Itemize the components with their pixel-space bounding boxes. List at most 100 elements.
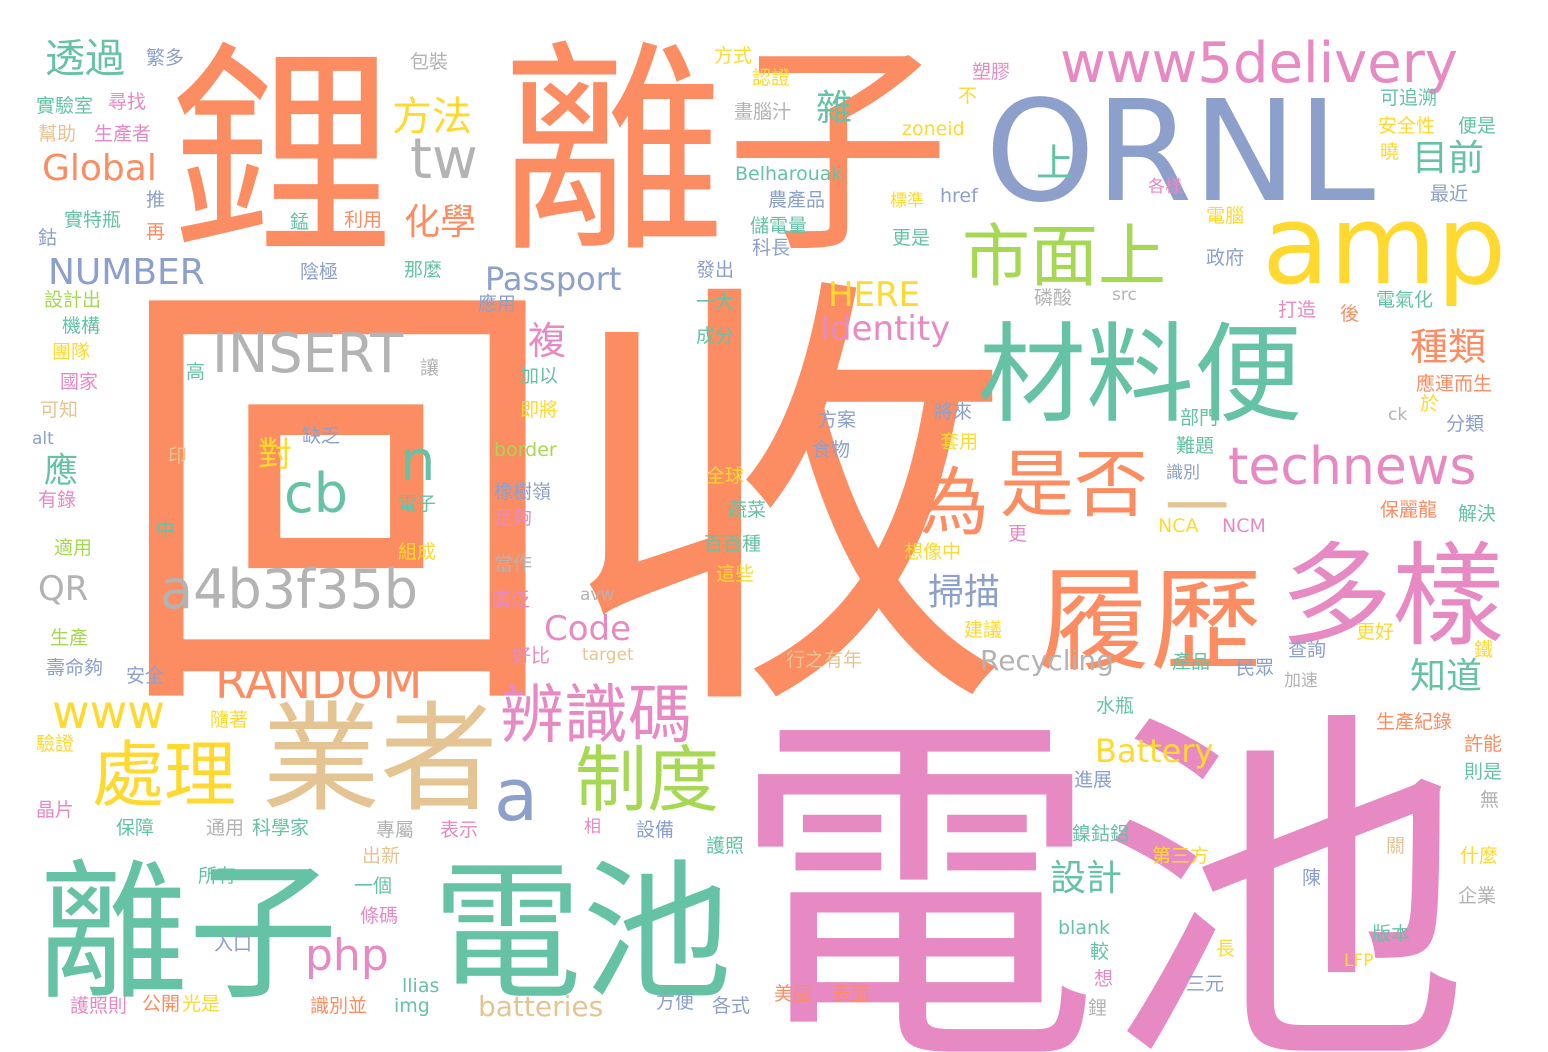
cloud-word: 方案 — [818, 409, 856, 431]
cloud-word: 團隊 — [52, 341, 90, 363]
cloud-word: ck — [1388, 405, 1407, 425]
cloud-word: 電氣化 — [1376, 289, 1433, 311]
cloud-word: 錳 — [290, 211, 309, 233]
cloud-word: 有錄 — [38, 489, 76, 511]
cloud-word: blank — [1058, 917, 1110, 939]
cloud-word: 繁多 — [146, 47, 184, 69]
cloud-word: 陳 — [1302, 867, 1321, 889]
cloud-word: 條碼 — [360, 905, 398, 927]
cloud-word: 對 — [258, 435, 292, 475]
cloud-word: 表面 — [832, 983, 870, 1005]
cloud-word: 鋰 — [170, 24, 395, 286]
cloud-word: 科學家 — [252, 817, 309, 839]
cloud-word: 護照則 — [70, 995, 127, 1017]
cloud-word: 尋找 — [108, 91, 146, 113]
cloud-word: 三元 — [1186, 973, 1224, 995]
cloud-word: a4b3f35b — [160, 558, 418, 621]
cloud-word: 關 — [1386, 835, 1405, 857]
cloud-word: 認證 — [752, 67, 790, 89]
cloud-word: 一個 — [354, 875, 392, 897]
cloud-word: 鎳鈷鋁 — [1072, 823, 1129, 845]
cloud-word: 入口 — [214, 933, 252, 955]
cloud-word: 想 — [1094, 968, 1113, 990]
cloud-word: 企業 — [1458, 885, 1496, 907]
cloud-word: 即將 — [520, 399, 558, 421]
cloud-word: 分類 — [1446, 413, 1484, 435]
cloud-word: amp — [1262, 181, 1506, 309]
cloud-word: 建議 — [964, 619, 1002, 641]
cloud-word: 上 — [1036, 141, 1074, 185]
cloud-word: Passport — [485, 260, 621, 298]
cloud-word: 更是 — [892, 227, 930, 249]
cloud-word: 種類 — [1410, 325, 1486, 369]
cloud-word: 制度 — [575, 738, 719, 822]
cloud-word: 識別並 — [310, 995, 367, 1017]
cloud-word: llias — [402, 975, 439, 997]
cloud-word: 曉 — [1380, 141, 1399, 163]
cloud-word: 電腦 — [1206, 205, 1244, 227]
cloud-word: 缺乏 — [302, 425, 340, 447]
cloud-word: 應運而生 — [1416, 372, 1492, 395]
cloud-word: 長 — [1216, 938, 1235, 960]
cloud-word: RANDOM — [215, 655, 422, 709]
cloud-word: 較 — [1090, 941, 1109, 963]
cloud-word: Global — [42, 148, 157, 189]
cloud-word: 相 — [584, 817, 601, 837]
cloud-word: 保麗龍 — [1380, 499, 1437, 521]
cloud-word: 再 — [146, 221, 165, 243]
cloud-word: 陰極 — [300, 261, 338, 283]
cloud-word: 生產紀錄 — [1376, 711, 1452, 733]
cloud-word: 便是 — [1458, 115, 1496, 137]
cloud-word: 組成 — [398, 541, 436, 563]
cloud-word: 畫腦汁 — [734, 101, 791, 123]
cloud-word: 好比 — [512, 645, 550, 667]
cloud-word: img — [394, 995, 430, 1017]
cloud-word: 離子 — [500, 22, 950, 284]
cloud-word: 驗證 — [36, 733, 74, 755]
cloud-word: 科長 — [752, 237, 790, 259]
cloud-word: Belharouak — [735, 163, 842, 185]
cloud-word: 知道 — [1410, 656, 1482, 697]
cloud-word: 壽命夠 — [46, 657, 103, 679]
cloud-word: cb — [284, 462, 348, 525]
cloud-word: 離子 — [38, 847, 338, 1021]
cloud-word: alt — [32, 429, 54, 449]
cloud-word: 於 — [1420, 393, 1439, 415]
cloud-word: 應用 — [478, 292, 516, 315]
cloud-word: www5delivery — [1060, 31, 1458, 96]
cloud-word: 化學 — [404, 202, 476, 243]
cloud-word: 設計出 — [44, 289, 101, 311]
cloud-word: 實驗室 — [36, 95, 93, 117]
cloud-word: 印 — [168, 445, 187, 467]
cloud-word: 設備 — [636, 819, 674, 841]
cloud-word: 更好 — [1356, 621, 1394, 643]
cloud-word: 更 — [1008, 523, 1027, 545]
cloud-word: 第三方 — [1152, 845, 1209, 867]
cloud-word: 為 — [915, 460, 989, 546]
cloud-word: src — [1112, 285, 1137, 305]
cloud-word: 所有 — [198, 865, 236, 887]
cloud-word: 市面上 — [962, 218, 1166, 297]
cloud-word: 目前 — [1412, 138, 1484, 179]
cloud-word: 蔬菜 — [728, 499, 766, 521]
cloud-word: 推 — [146, 189, 165, 211]
cloud-word: 百百種 — [704, 533, 761, 555]
cloud-word: HERE — [828, 275, 920, 315]
cloud-word: 進展 — [1074, 769, 1112, 791]
cloud-word: 安全性 — [1378, 115, 1435, 137]
cloud-word: NCM — [1222, 515, 1266, 537]
cloud-word: 方式 — [714, 45, 752, 67]
cloud-word: 想像中 — [904, 541, 961, 563]
cloud-word: 無 — [1480, 789, 1499, 811]
cloud-word: 政府 — [1206, 247, 1244, 269]
cloud-word: 業者 — [262, 690, 498, 828]
cloud-word: 包裝 — [410, 51, 448, 73]
cloud-word: 足夠 — [494, 507, 532, 529]
cloud-word: 辨識碼 — [500, 679, 692, 753]
cloud-word: 一大 — [696, 291, 734, 313]
cloud-word: 什麼 — [1460, 845, 1498, 867]
cloud-word: INSERT — [212, 322, 404, 385]
cloud-word: 加以 — [520, 365, 558, 387]
cloud-word: avw — [580, 585, 614, 605]
cloud-word: 掃描 — [928, 572, 1000, 613]
